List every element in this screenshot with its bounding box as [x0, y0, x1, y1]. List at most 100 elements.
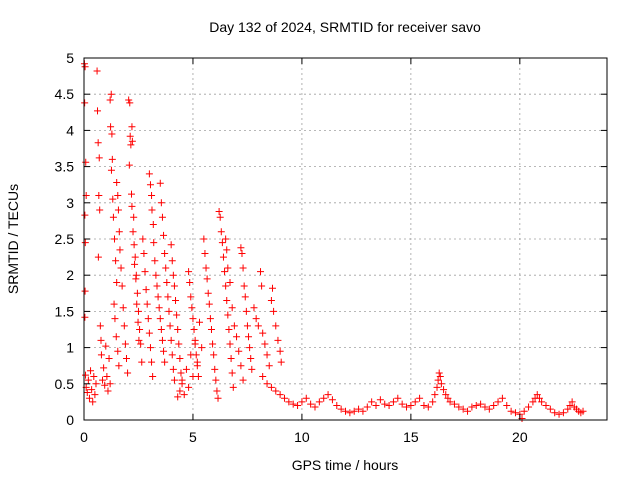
data-point — [247, 354, 255, 362]
data-point — [99, 376, 107, 384]
data-point — [131, 253, 139, 261]
data-point — [568, 398, 576, 406]
data-point — [263, 380, 271, 388]
data-point — [355, 405, 363, 413]
data-point — [268, 284, 276, 292]
chart-title: Day 132 of 2024, SRMTID for receiver sav… — [209, 19, 481, 35]
data-point — [485, 405, 493, 413]
data-point — [110, 300, 118, 308]
data-point — [198, 344, 206, 352]
grid-lines — [84, 58, 607, 420]
data-point — [212, 376, 220, 384]
data-point — [235, 347, 243, 355]
data-point — [162, 264, 170, 272]
data-point — [170, 376, 178, 384]
data-point — [133, 300, 141, 308]
data-point — [178, 376, 186, 384]
data-point — [177, 369, 185, 377]
data-point — [113, 278, 121, 286]
data-point — [81, 63, 89, 71]
data-point — [168, 257, 176, 265]
data-point — [250, 304, 258, 312]
data-point — [276, 391, 284, 399]
data-point — [167, 336, 175, 344]
data-point — [158, 213, 166, 221]
data-point — [209, 340, 217, 348]
data-point — [106, 96, 114, 104]
data-point — [464, 407, 472, 415]
data-point — [407, 402, 415, 410]
data-point — [125, 96, 133, 104]
data-point — [94, 139, 102, 147]
data-point — [126, 132, 134, 140]
data-point — [195, 318, 203, 326]
data-point — [163, 278, 171, 286]
data-point — [137, 340, 145, 348]
data-point — [222, 282, 230, 290]
data-point — [81, 287, 89, 295]
data-point — [239, 376, 247, 384]
data-point — [237, 244, 245, 252]
data-point — [142, 286, 150, 294]
data-point — [219, 253, 227, 261]
data-point — [88, 386, 96, 394]
x-tick-label: 15 — [403, 429, 419, 445]
data-point — [315, 398, 323, 406]
data-point — [169, 365, 177, 373]
data-point — [503, 402, 511, 410]
data-point — [87, 367, 95, 375]
data-point — [525, 403, 533, 411]
data-point — [116, 246, 124, 254]
data-point — [259, 373, 267, 381]
data-point — [148, 358, 156, 366]
y-tick-label: 3.5 — [55, 159, 75, 175]
data-point — [94, 107, 102, 115]
data-point — [450, 400, 458, 408]
data-point — [136, 326, 144, 333]
data-point — [579, 407, 587, 415]
data-point — [140, 249, 148, 257]
data-point — [239, 264, 247, 272]
data-point — [130, 241, 138, 249]
data-point — [529, 398, 537, 406]
data-point — [193, 362, 201, 370]
data-point — [411, 398, 419, 406]
data-point — [143, 300, 151, 308]
data-point — [363, 403, 371, 411]
data-point — [130, 213, 138, 221]
data-point — [424, 403, 432, 411]
data-point — [403, 403, 411, 411]
data-point — [242, 307, 250, 315]
data-point — [436, 373, 444, 381]
data-point — [241, 293, 249, 301]
data-point — [259, 329, 267, 337]
data-point — [376, 396, 384, 404]
data-point — [490, 402, 498, 410]
data-point — [128, 202, 136, 210]
data-point — [154, 293, 162, 301]
data-point — [124, 369, 132, 377]
data-point — [302, 394, 310, 402]
data-point — [149, 221, 157, 229]
data-point — [216, 213, 224, 221]
data-point — [272, 387, 280, 395]
y-axis-title: SRMTID / TECUs — [5, 184, 21, 294]
data-point — [114, 192, 122, 200]
data-point — [82, 371, 90, 379]
data-point — [270, 307, 278, 315]
data-point — [372, 402, 380, 410]
data-point — [134, 318, 142, 326]
y-tick-label: 1.5 — [55, 303, 75, 319]
data-point — [337, 405, 345, 413]
data-point — [254, 322, 262, 330]
data-point — [559, 409, 567, 417]
data-point — [151, 257, 159, 265]
data-point — [112, 333, 120, 341]
data-point — [257, 268, 265, 276]
data-point — [416, 394, 424, 402]
data-point — [173, 311, 181, 319]
data-point — [202, 264, 210, 272]
data-point — [157, 199, 165, 207]
data-point — [274, 336, 282, 344]
